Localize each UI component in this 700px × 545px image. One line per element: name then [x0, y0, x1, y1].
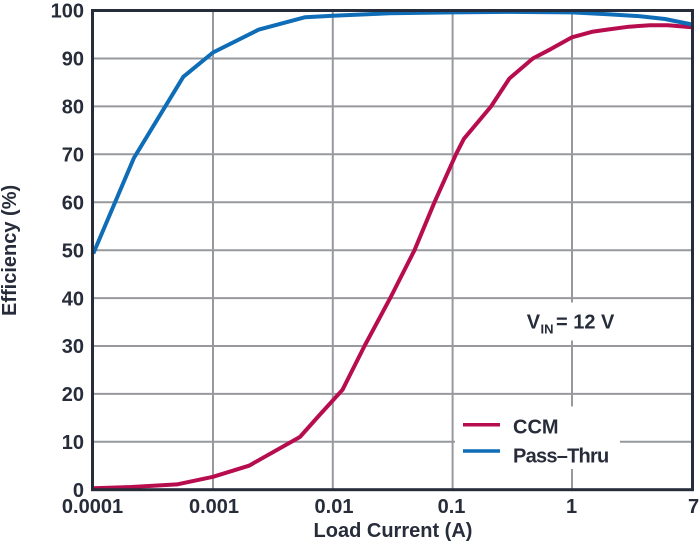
svg-text:Load Current (A): Load Current (A) — [314, 520, 473, 542]
svg-text:60: 60 — [62, 192, 84, 214]
svg-text:0.01: 0.01 — [315, 496, 354, 518]
svg-text:50: 50 — [62, 240, 84, 262]
svg-text:0: 0 — [73, 480, 84, 502]
svg-text:CCM: CCM — [513, 417, 559, 439]
svg-text:100: 100 — [51, 1, 84, 23]
svg-text:10: 10 — [62, 432, 84, 454]
svg-text:Efficiency (%): Efficiency (%) — [0, 185, 21, 316]
svg-text:= 12 V: = 12 V — [556, 312, 615, 334]
svg-text:80: 80 — [62, 97, 84, 119]
svg-text:IN: IN — [541, 322, 554, 337]
svg-text:Pass–Thru: Pass–Thru — [513, 445, 609, 467]
svg-text:0.001: 0.001 — [189, 496, 239, 518]
svg-text:V: V — [527, 312, 541, 334]
svg-text:40: 40 — [62, 288, 84, 310]
svg-text:70: 70 — [62, 145, 84, 167]
svg-text:90: 90 — [62, 49, 84, 71]
svg-text:0.0001: 0.0001 — [62, 496, 123, 518]
svg-text:1: 1 — [566, 496, 577, 518]
svg-text:7: 7 — [688, 496, 699, 518]
svg-text:20: 20 — [62, 384, 84, 406]
svg-text:30: 30 — [62, 336, 84, 358]
svg-text:0.1: 0.1 — [438, 496, 466, 518]
